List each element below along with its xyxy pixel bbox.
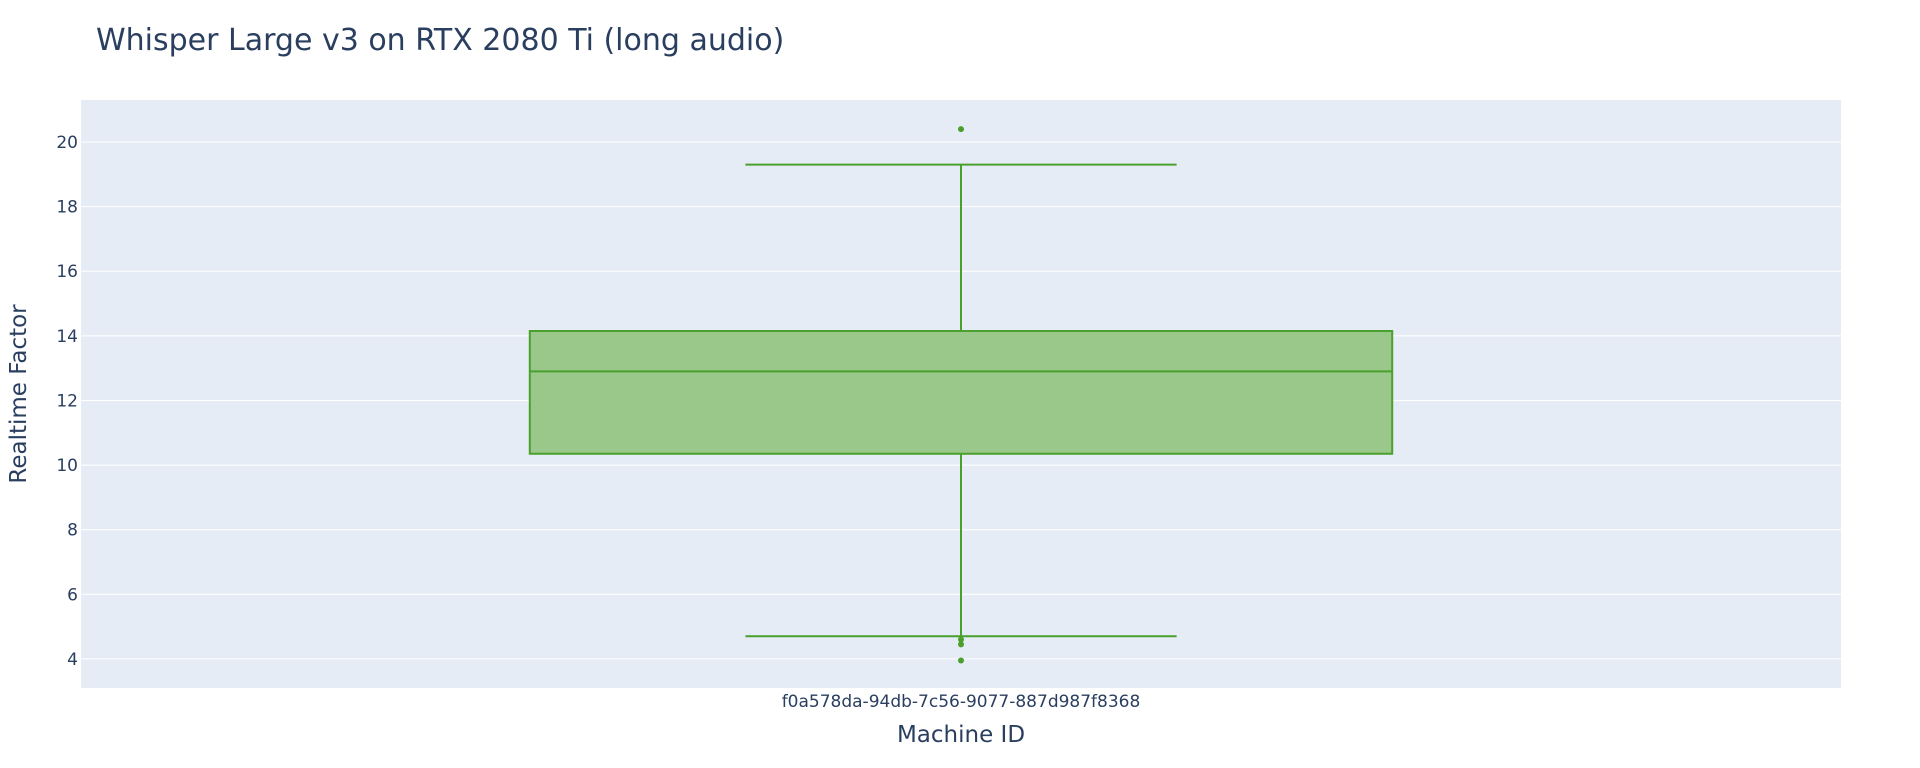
- y-tick-label: 6: [67, 585, 78, 605]
- x-tick-labels: f0a578da-94db-7c56-9077-887d987f8368: [782, 692, 1141, 712]
- y-tick-labels: 4 6 8 10 12 14 16 18 20: [56, 133, 78, 670]
- outlier-point: [958, 657, 964, 664]
- y-tick-label: 12: [56, 391, 78, 411]
- chart-title: Whisper Large v3 on RTX 2080 Ti (long au…: [96, 23, 784, 58]
- y-tick-label: 14: [56, 327, 78, 347]
- y-tick-label: 18: [56, 198, 78, 218]
- box-group: [528, 126, 1394, 664]
- box-series: [528, 126, 1394, 664]
- y-tick-label: 20: [56, 133, 78, 153]
- outlier-point: [958, 641, 964, 648]
- y-tick-label: 10: [56, 456, 78, 476]
- y-tick-label: 16: [56, 262, 78, 282]
- x-axis-title: Machine ID: [897, 722, 1025, 748]
- outlier-point: [958, 126, 964, 133]
- y-tick-label: 4: [67, 650, 78, 670]
- box-iqr: [528, 330, 1394, 455]
- y-tick-label: 8: [67, 521, 78, 541]
- outlier-point: [958, 636, 964, 643]
- y-axis-title: Realtime Factor: [6, 304, 32, 484]
- x-tick-label: f0a578da-94db-7c56-9077-887d987f8368: [782, 692, 1141, 712]
